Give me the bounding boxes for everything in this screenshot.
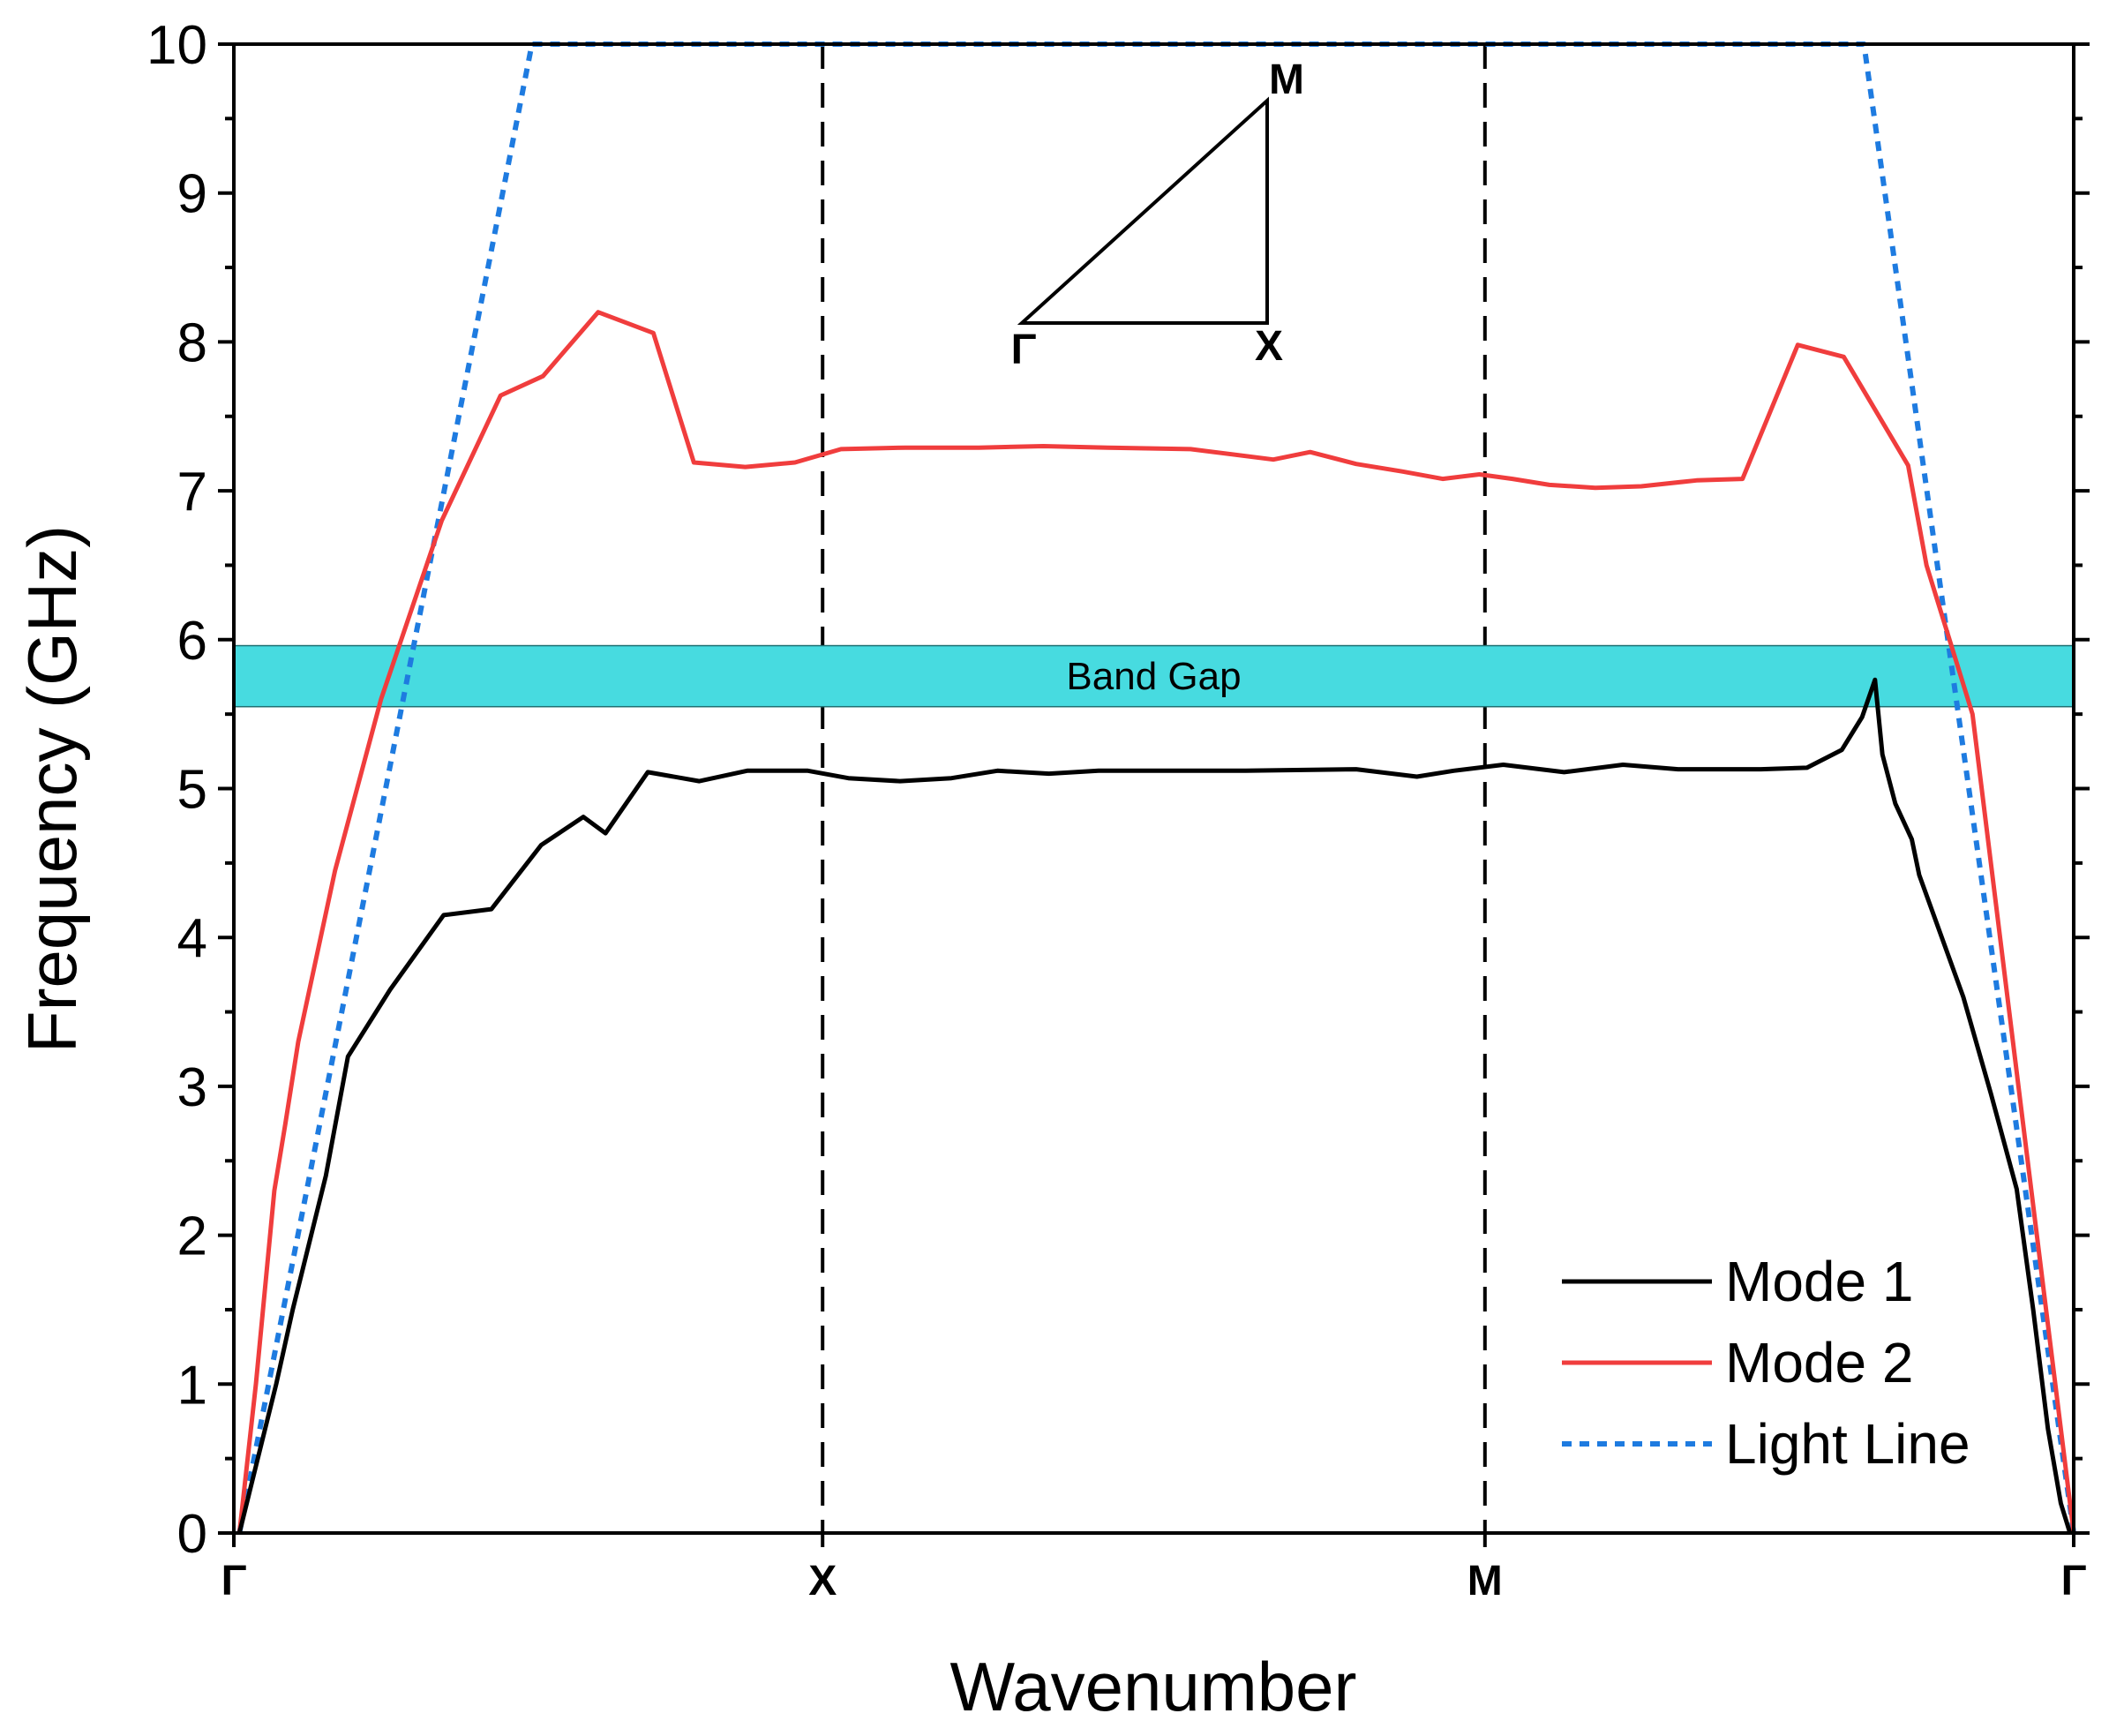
band-gap-layer: Band Gap xyxy=(233,644,2075,708)
legend-label-2: Mode 2 xyxy=(1725,1331,1913,1394)
x-tick-label-2: X xyxy=(808,1558,837,1604)
inset-triangle xyxy=(1017,96,1269,325)
y-tick-label-6: 6 xyxy=(177,611,207,672)
series-line-light-line xyxy=(236,41,2076,1534)
y-tick-label-0: 0 xyxy=(177,1504,207,1565)
y-tick-label-4: 4 xyxy=(177,908,207,969)
series-layer xyxy=(236,41,2076,1534)
y-tick-label-1: 1 xyxy=(177,1355,207,1416)
x-tick-label-4: Γ xyxy=(2061,1558,2087,1604)
y-tick-label-9: 9 xyxy=(177,164,207,225)
legend-label-3: Light Line xyxy=(1725,1412,1970,1476)
y-tick-label-10: 10 xyxy=(146,15,207,76)
series-line-mode-1 xyxy=(236,677,2073,1534)
axis-ticks: 0 1 2 3 4 5 6 7 8 9 10 Γ X M Γ xyxy=(146,15,2090,1604)
x-tick-label-1: Γ xyxy=(221,1558,247,1604)
y-tick-label-5: 5 xyxy=(177,760,207,821)
y-tick-label-7: 7 xyxy=(177,462,207,522)
band-gap-label: Band Gap xyxy=(1066,655,1241,698)
brillouin-zone-inset: Γ X M xyxy=(1011,56,1304,373)
y-tick-label-2: 2 xyxy=(177,1206,207,1267)
x-tick-label-3: M xyxy=(1467,1558,1503,1604)
y-axis-title: Frequency (GHz) xyxy=(13,525,91,1053)
y-tick-label-8: 8 xyxy=(177,312,207,373)
inset-x-label: X xyxy=(1255,323,1283,370)
inset-m-label: M xyxy=(1269,56,1304,103)
x-axis-title: Wavenumber xyxy=(950,1648,1357,1725)
band-gap-region xyxy=(233,644,2075,708)
legend: Mode 1 Mode 2 Light Line xyxy=(1562,1250,1970,1476)
gridline-layer xyxy=(821,44,1487,1533)
series-line-mode-2 xyxy=(236,310,2076,1534)
legend-label-1: Mode 1 xyxy=(1725,1250,1913,1313)
inset-gamma-label: Γ xyxy=(1011,327,1037,373)
y-tick-label-3: 3 xyxy=(177,1057,207,1118)
